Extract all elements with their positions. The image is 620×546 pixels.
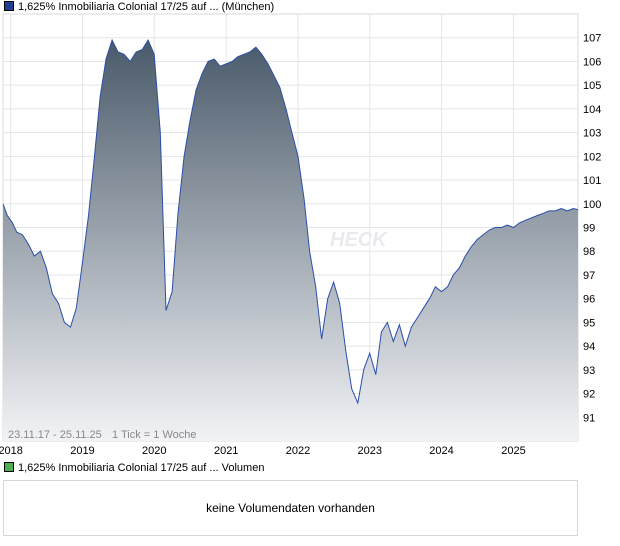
price-series-swatch <box>4 1 14 11</box>
y-tick-label: 101 <box>583 175 601 187</box>
volume-empty-message: keine Volumendaten vorhanden <box>206 501 375 515</box>
date-range-label: 23.11.17 - 25.11.25 <box>8 429 102 441</box>
y-tick-label: 106 <box>583 56 601 68</box>
price-legend: 1,625% Inmobiliaria Colonial 17/25 auf .… <box>4 0 274 14</box>
x-tick-label: 2019 <box>70 445 94 457</box>
y-tick-label: 107 <box>583 33 601 45</box>
volume-panel: keine Volumendaten vorhanden <box>3 480 578 536</box>
y-tick-label: 104 <box>583 104 601 116</box>
tick-info-label: 1 Tick = 1 Woche <box>112 429 196 441</box>
price-chart: HECK 91 92 93 94 95 96 97 98 99 100 101 102 103 104 10… <box>0 13 601 457</box>
x-tick-label: 2021 <box>214 445 238 457</box>
y-tick-label: 93 <box>583 365 595 377</box>
x-tick-label: 2022 <box>286 445 310 457</box>
volume-legend-label: 1,625% Inmobiliaria Colonial 17/25 auf .… <box>18 462 265 474</box>
y-tick-label: 97 <box>583 270 595 282</box>
volume-legend: 1,625% Inmobiliaria Colonial 17/25 auf .… <box>4 461 264 475</box>
y-tick-label: 105 <box>583 80 601 92</box>
y-axis: 91 92 93 94 95 96 97 98 99 100 101 102 103 104 105 106 1… <box>583 33 601 425</box>
y-tick-label: 103 <box>583 128 601 140</box>
y-tick-label: 99 <box>583 223 595 235</box>
y-tick-label: 98 <box>583 246 595 258</box>
y-tick-label: 95 <box>583 317 595 329</box>
x-tick-label: 2020 <box>142 445 166 457</box>
x-tick-label: 2024 <box>429 445 453 457</box>
price-area <box>3 40 578 441</box>
x-tick-label: 2025 <box>501 445 525 457</box>
price-line <box>3 38 578 405</box>
volume-series-swatch <box>4 462 14 472</box>
x-axis: 2018 2019 2020 2021 2022 2023 2024 2025 <box>0 445 526 457</box>
x-tick-label: 2023 <box>358 445 382 457</box>
price-legend-label: 1,625% Inmobiliaria Colonial 17/25 auf .… <box>18 1 275 13</box>
x-tick-label: 2018 <box>0 445 23 457</box>
watermark: HECK <box>330 229 388 251</box>
y-tick-label: 102 <box>583 151 601 163</box>
y-tick-label: 100 <box>583 199 601 211</box>
y-tick-label: 92 <box>583 389 595 401</box>
y-tick-label: 96 <box>583 294 595 306</box>
y-tick-label: 94 <box>583 341 595 353</box>
y-tick-label: 91 <box>583 412 595 424</box>
